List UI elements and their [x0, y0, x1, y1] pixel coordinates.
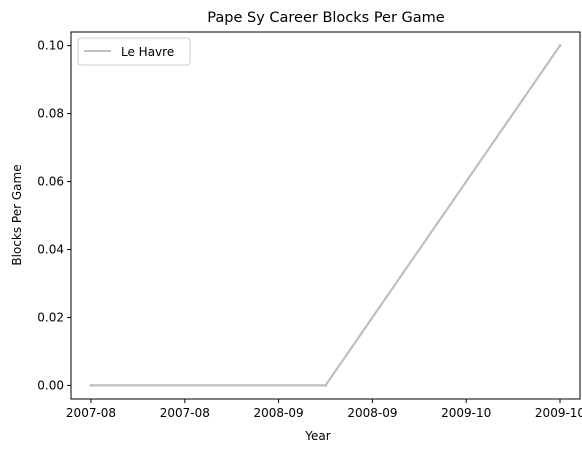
x-tick-label: 2008-09 — [254, 406, 304, 420]
plot-frame — [70, 31, 581, 400]
x-axis-label: Year — [304, 429, 330, 443]
y-tick-label: 0.00 — [37, 378, 64, 392]
chart-title: Pape Sy Career Blocks Per Game — [207, 10, 445, 26]
legend-box — [77, 37, 191, 66]
data-point — [558, 44, 562, 48]
x-tick-label: 2007-08 — [66, 406, 116, 420]
y-tick-label: 0.02 — [37, 310, 64, 324]
y-axis-ticks: 0.00 0.02 0.04 0.06 0.08 0.10 — [37, 39, 71, 392]
x-axis-ticks: 2007-08 2007-08 2008-09 2008-09 2009-10 2009-… — [66, 399, 582, 420]
x-tick-label: 2009-10 — [535, 406, 582, 420]
x-tick-label: 2008-09 — [347, 406, 397, 420]
y-tick-label: 0.06 — [37, 175, 64, 189]
legend-label-le-havre: Le Havre — [121, 45, 174, 59]
x-tick-label: 2009-10 — [441, 406, 491, 420]
y-tick-label: 0.04 — [37, 242, 64, 256]
data-point — [324, 383, 327, 387]
legend: Le Havre — [77, 37, 191, 66]
y-axis-label: Blocks Per Game — [10, 164, 24, 265]
series-layer — [89, 44, 562, 387]
y-tick-label: 0.10 — [37, 39, 64, 53]
y-tick-label: 0.08 — [37, 107, 64, 121]
data-point — [89, 383, 93, 387]
plot-area — [71, 32, 580, 399]
x-tick-label: 2007-08 — [160, 406, 210, 420]
